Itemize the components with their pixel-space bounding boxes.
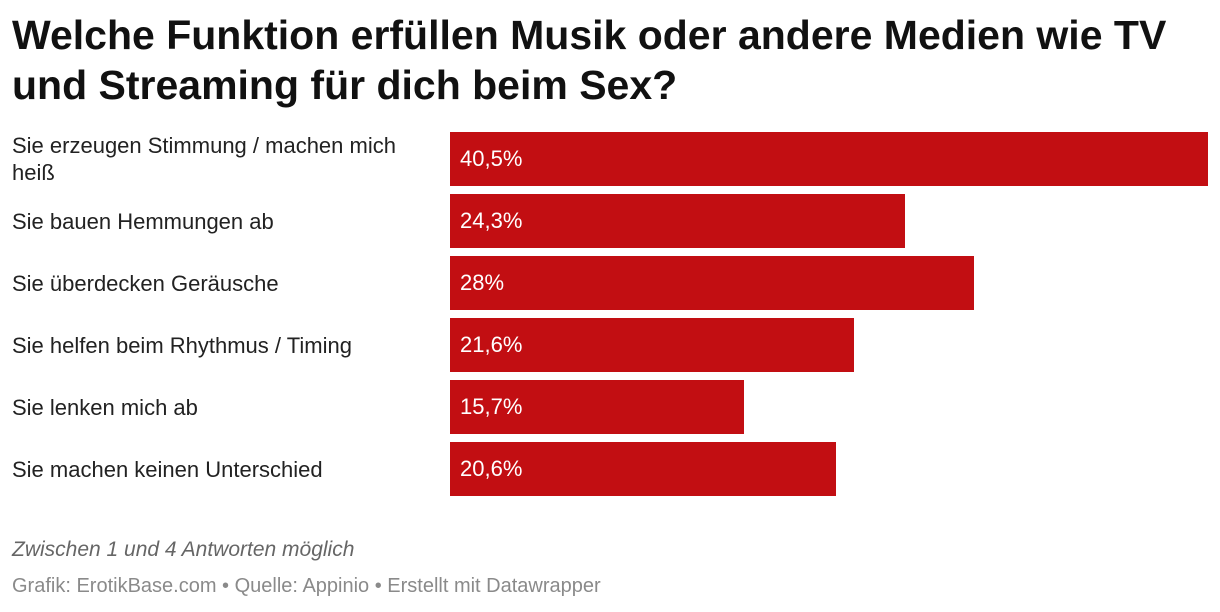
bar-value-label: 24,3% [460,208,523,233]
category-label: Sie machen keinen Unterschied [12,456,323,482]
chart-footer: Grafik: ErotikBase.com • Quelle: Appinio… [12,575,601,597]
category-label: Sie helfen beim Rhythmus / Timing [12,332,352,358]
category-label: Sie bauen Hemmungen ab [12,208,274,234]
category-label: Sie erzeugen Stimmung / machen mich heiß [12,133,396,185]
bar-value-label: 40,5% [460,146,523,171]
bar-row: Sie machen keinen Unterschied 20,6% [0,442,1220,496]
category-label: Sie überdecken Geräusche [12,270,279,296]
bar: 15,7% [450,380,744,434]
bar-row: Sie lenken mich ab 15,7% [0,380,1220,434]
category-label: Sie lenken mich ab [12,394,198,420]
chart-note: Zwischen 1 und 4 Antworten möglich [12,538,355,561]
chart-title: Welche Funktion erfüllen Musik oder ande… [12,12,1167,108]
bar-row: Sie erzeugen Stimmung / machen mich heiß… [0,132,1220,186]
bar-value-label: 28% [460,270,505,295]
bar: 20,6% [450,442,836,496]
bar-row: Sie bauen Hemmungen ab 24,3% [0,194,1220,248]
bar-value-label: 21,6% [460,332,523,357]
bar-row: Sie helfen beim Rhythmus / Timing 21,6% [0,318,1220,372]
bar-value-label: 15,7% [460,394,523,419]
bar: 28% [450,256,974,310]
bar-row: Sie überdecken Geräusche 28% [0,256,1220,310]
bar: 21,6% [450,318,854,372]
bar: 40,5% [450,132,1208,186]
bar-value-label: 20,6% [460,456,523,481]
bar: 24,3% [450,194,905,248]
